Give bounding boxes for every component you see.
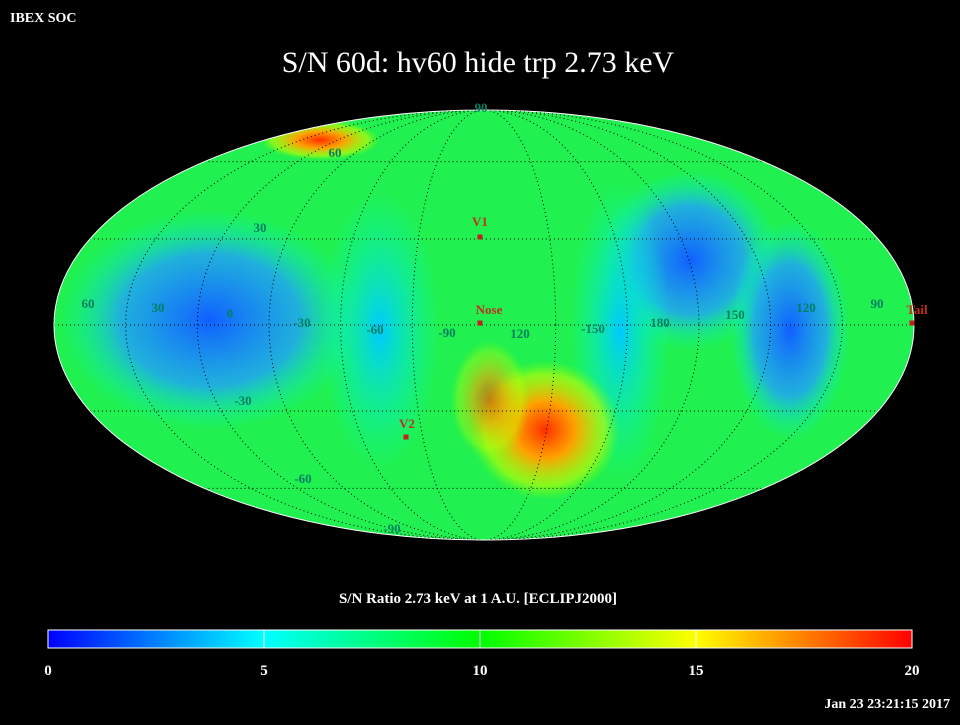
grid-label: 180 xyxy=(650,315,670,330)
grid-label: 90 xyxy=(475,100,488,115)
title: S/N 60d: hv60 hide trp 2.73 keV xyxy=(282,46,675,79)
grid-label: 30 xyxy=(152,300,165,315)
header: IBEX SOC xyxy=(10,11,77,26)
grid-label: -60 xyxy=(366,322,383,337)
grid-label: -150 xyxy=(581,321,605,336)
grid-label: 120 xyxy=(796,300,816,315)
marker-label: V2 xyxy=(399,416,415,431)
marker-label: V1 xyxy=(472,214,488,229)
map xyxy=(54,110,914,540)
colorbar-label: S/N Ratio 2.73 keV at 1 A.U. [ECLIPJ2000… xyxy=(339,591,617,607)
marker xyxy=(403,434,409,440)
colorbar-tick-label: 20 xyxy=(905,663,920,679)
grid-label: 60 xyxy=(82,296,95,311)
colorbar-tick-label: 5 xyxy=(260,663,268,679)
marker-label: Tail xyxy=(906,302,928,317)
grid-label: 0 xyxy=(227,306,234,321)
grid-label: -90 xyxy=(383,521,400,536)
grid-label: -60 xyxy=(294,471,311,486)
marker xyxy=(477,320,483,326)
grid-label: 60 xyxy=(329,145,342,160)
grid-label: 120 xyxy=(510,326,530,341)
colorbar-tick-label: 15 xyxy=(689,663,704,679)
grid-label: 30 xyxy=(254,220,267,235)
grid-label: -30 xyxy=(234,393,251,408)
colorbar-tick-label: 10 xyxy=(473,663,488,679)
grid-label: 90 xyxy=(871,296,884,311)
colorbar-tick-label: 0 xyxy=(44,663,52,679)
marker xyxy=(477,234,483,240)
grid-label: -30 xyxy=(293,315,310,330)
meridian xyxy=(340,110,628,540)
marker xyxy=(909,320,915,326)
marker-label: Nose xyxy=(476,302,503,317)
timestamp: Jan 23 23:21:15 2017 xyxy=(824,697,950,712)
grid-label: -90 xyxy=(438,325,455,340)
meridian xyxy=(411,110,557,540)
grid-label: 150 xyxy=(725,307,745,322)
